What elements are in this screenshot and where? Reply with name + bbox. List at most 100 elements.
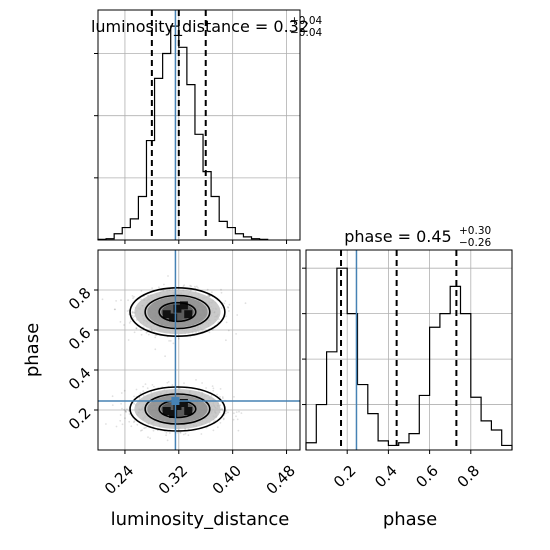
sample-point xyxy=(115,425,118,428)
sample-point xyxy=(146,387,149,390)
sample-point xyxy=(138,396,141,399)
sample-point xyxy=(183,382,185,385)
sample-point xyxy=(176,431,179,434)
sample-point xyxy=(127,299,129,302)
sample-point xyxy=(127,339,130,341)
sample-point xyxy=(166,381,169,384)
sample-point xyxy=(212,389,215,392)
sample-point xyxy=(144,426,147,429)
sample-point xyxy=(197,287,199,289)
sample-point xyxy=(208,331,211,334)
joint-density xyxy=(134,290,221,429)
sample-point xyxy=(233,412,235,415)
sample-point xyxy=(119,321,122,323)
sample-point xyxy=(214,419,216,422)
sample-point xyxy=(205,387,208,389)
sample-point xyxy=(184,428,187,431)
sample-point xyxy=(113,308,116,311)
sample-point xyxy=(168,340,171,342)
sample-point xyxy=(142,390,145,393)
sample-point xyxy=(190,285,193,288)
sample-point xyxy=(133,295,135,298)
sample-point xyxy=(222,397,224,400)
sample-point xyxy=(151,384,154,386)
sample-point xyxy=(216,426,219,429)
sample-point xyxy=(111,395,114,398)
sample-point xyxy=(125,410,127,413)
sample-point xyxy=(189,284,192,287)
sample-point xyxy=(133,331,136,334)
density-core-0-3 xyxy=(169,313,178,322)
sample-point xyxy=(130,425,133,428)
joint-x-tick-label-0: 0.24 xyxy=(101,462,137,498)
sample-point xyxy=(119,419,122,422)
phase-title-upper: +0.30 xyxy=(459,225,491,237)
sample-point xyxy=(195,379,197,381)
sample-point xyxy=(200,433,203,435)
joint-truth-marker xyxy=(171,397,180,405)
density-core-0-0 xyxy=(162,310,171,319)
luminosity-distance-histogram xyxy=(97,25,269,240)
sample-point xyxy=(225,410,228,412)
phase-x-axis-label: phase xyxy=(383,509,437,530)
sample-point xyxy=(150,391,153,393)
joint-x-tick-label-2: 0.40 xyxy=(209,462,245,498)
sample-point xyxy=(133,395,136,398)
sample-point xyxy=(128,420,131,423)
sample-point xyxy=(135,327,138,330)
sample-point xyxy=(160,289,163,292)
x-tick-label-1: 0.4 xyxy=(371,462,401,492)
sample-point xyxy=(219,422,222,424)
sample-point xyxy=(167,381,170,383)
sample-point xyxy=(172,342,175,345)
sample-point xyxy=(222,417,225,420)
sample-point xyxy=(126,310,129,312)
sample-point xyxy=(140,329,142,332)
joint-y-tick-label-1: 0.4 xyxy=(65,364,95,394)
sample-point xyxy=(240,412,243,414)
joint-y-tick-label-2: 0.6 xyxy=(65,324,95,354)
sample-point xyxy=(206,288,209,291)
sample-point xyxy=(129,320,132,323)
sample-point xyxy=(135,388,138,391)
sample-point xyxy=(121,423,124,426)
sample-point xyxy=(125,411,127,413)
sample-point xyxy=(131,312,134,314)
sample-point xyxy=(115,300,117,302)
sample-point xyxy=(211,291,213,294)
sample-point xyxy=(121,407,123,410)
sample-point xyxy=(217,321,220,323)
sample-point xyxy=(131,315,134,317)
sample-point xyxy=(236,314,239,316)
sample-point xyxy=(141,429,144,431)
sample-point xyxy=(154,334,157,337)
sample-point xyxy=(182,285,185,288)
sample-point xyxy=(168,432,171,434)
sample-point xyxy=(133,420,136,423)
sample-point xyxy=(221,396,224,398)
sample-point xyxy=(140,290,143,292)
sample-point xyxy=(208,295,211,297)
sample-point xyxy=(225,339,227,342)
joint-truth-lines xyxy=(98,250,300,450)
density-core-0-2 xyxy=(173,304,182,313)
contour-0-1 xyxy=(144,294,211,330)
luminosity-distance-histogram-grid xyxy=(98,10,300,240)
sample-point xyxy=(101,298,104,301)
joint-x-tick-label-3: 0.48 xyxy=(263,462,299,498)
density-core-1-0 xyxy=(162,407,171,415)
luminosity-distance-title: luminosity_distance = 0.32 xyxy=(91,17,309,37)
sample-point xyxy=(227,306,230,309)
sample-point xyxy=(224,412,227,415)
sample-point xyxy=(139,392,142,395)
sample-point xyxy=(236,418,239,421)
sample-point xyxy=(183,284,186,286)
sample-point xyxy=(220,291,223,294)
sample-point xyxy=(179,432,182,434)
sample-point xyxy=(143,427,146,429)
sample-point xyxy=(120,299,122,301)
contour-1-0 xyxy=(129,386,226,432)
sample-point xyxy=(140,333,143,336)
sample-point xyxy=(165,431,168,434)
sample-point xyxy=(120,402,122,405)
